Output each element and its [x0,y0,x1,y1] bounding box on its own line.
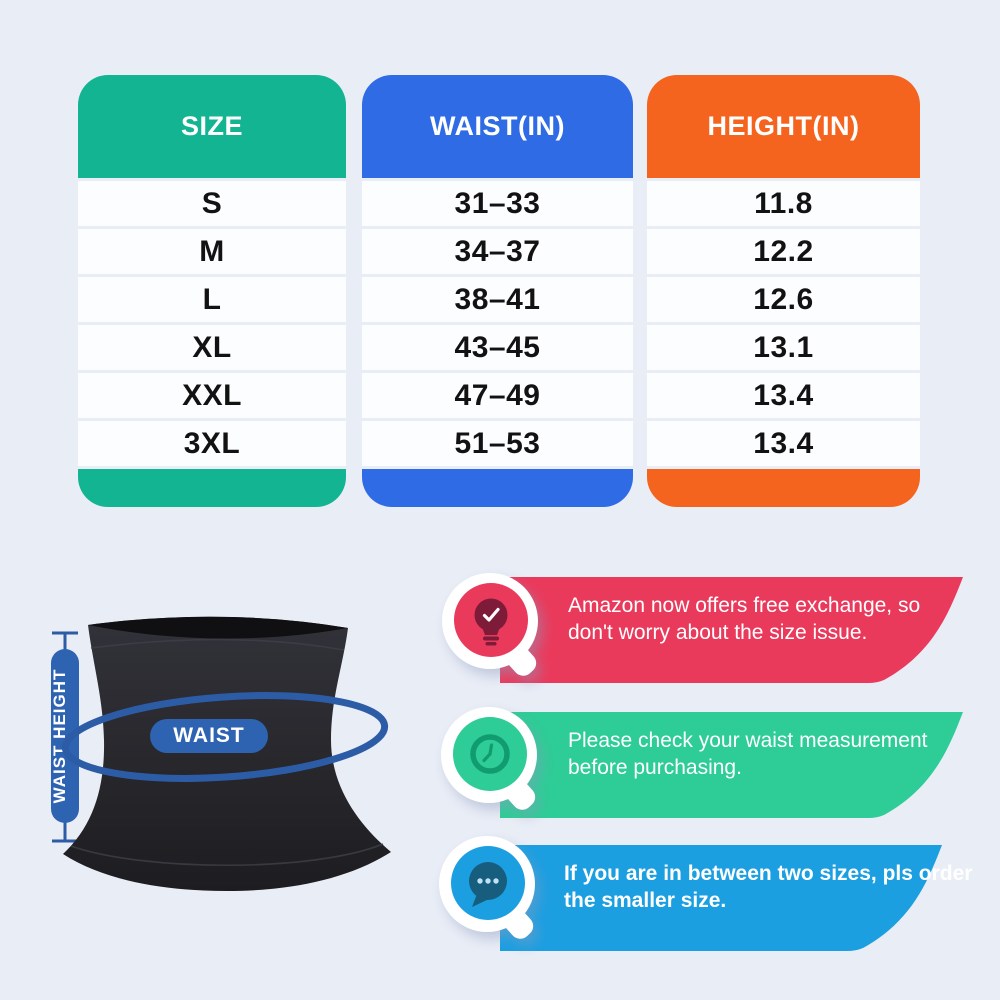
note-line: the smaller size. [564,889,727,912]
table-cell: 13.4 [647,373,920,418]
note-line: don't worry about the size issue. [568,621,868,644]
banner-ribbon [500,845,942,951]
note-icon-bubble [439,836,535,939]
table-cell: XL [78,325,346,370]
size-table-column-size: SIZE S M L XL XXL 3XL [78,75,346,507]
table-cell: XXL [78,373,346,418]
table-cell: 38–41 [362,277,633,322]
note-text-sizing: If you are in between two sizes, pls ord… [564,860,972,914]
column-footer-waist [362,469,633,507]
table-cell: 3XL [78,421,346,466]
table-cell: 31–33 [362,181,633,226]
note-text-exchange: Amazon now offers free exchange, so don'… [568,592,920,646]
waist-badge [150,719,268,753]
waist-trainer-diagram: WAIST HEIGHT WAIST [50,616,391,891]
column-header-waist: WAIST(IN) [362,75,633,178]
waist-trainer-illustration [63,616,391,891]
note-banner-exchange [500,577,963,683]
size-table-column-height: HEIGHT(IN) 11.8 12.2 12.6 13.1 13.4 13.4 [647,75,920,507]
column-header-height: HEIGHT(IN) [647,75,920,178]
column-footer-size [78,469,346,507]
clock-icon [470,734,510,774]
chat-icon [469,862,507,907]
size-table-column-waist: WAIST(IN) 31–33 34–37 38–41 43–45 47–49 … [362,75,633,507]
note-banner-sizing [500,845,942,951]
garment-seam-bottom [70,843,384,867]
note-line: Amazon now offers free exchange, so [568,594,921,617]
table-cell: 34–37 [362,229,633,274]
note-line: Please check your waist measurement [568,729,928,752]
table-cell: S [78,181,346,226]
waist-label: WAIST [173,724,245,747]
table-cell: 13.4 [647,421,920,466]
waist-ring [61,692,389,782]
banner-ribbon [500,712,963,818]
waist-height-badge [51,649,79,823]
table-cell: 12.6 [647,277,920,322]
garment-body [63,616,391,891]
table-cell: L [78,277,346,322]
lightbulb-check-icon [474,598,508,646]
waist-height-label: WAIST HEIGHT [50,669,69,804]
garment-seam-top [90,638,345,651]
note-text-measure: Please check your waist measurement befo… [568,727,928,781]
garment-opening [88,616,348,639]
table-cell: 43–45 [362,325,633,370]
note-line: If you are in between two sizes, pls ord… [564,862,973,885]
note-icon-bubble [441,707,537,810]
note-line: before purchasing. [568,756,742,779]
table-cell: 13.1 [647,325,920,370]
table-cell: 51–53 [362,421,633,466]
table-cell: 12.2 [647,229,920,274]
table-cell: M [78,229,346,274]
banner-ribbon [500,577,963,683]
column-header-size: SIZE [78,75,346,178]
note-banner-measure [500,712,963,818]
column-footer-height [647,469,920,507]
waist-height-measure: WAIST HEIGHT [50,631,79,843]
table-cell: 11.8 [647,181,920,226]
table-cell: 47–49 [362,373,633,418]
note-icon-bubble [442,573,538,676]
